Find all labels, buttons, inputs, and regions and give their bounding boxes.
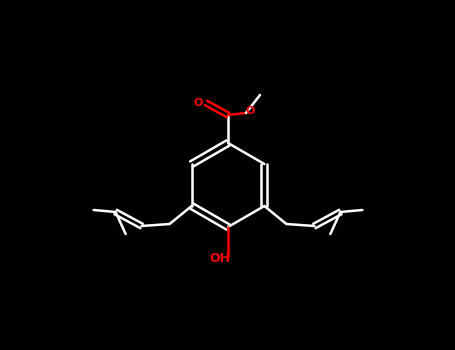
Text: O: O <box>193 98 202 108</box>
Text: OH: OH <box>209 252 231 265</box>
Text: O: O <box>245 106 255 116</box>
